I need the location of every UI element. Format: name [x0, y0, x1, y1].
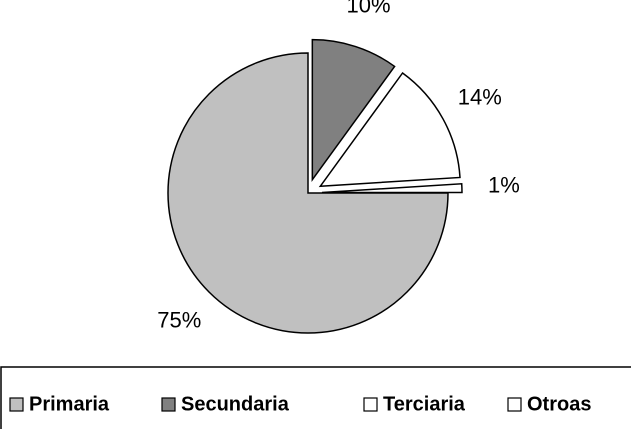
pie-slice	[167, 52, 449, 334]
legend-label: Primaria	[29, 393, 110, 415]
data-label: 1%	[488, 173, 520, 198]
data-label: 14%	[458, 84, 502, 109]
data-label: 10%	[347, 0, 391, 17]
legend-label: Otroas	[527, 393, 591, 415]
data-label: 75%	[157, 308, 201, 333]
legend-swatch	[363, 397, 378, 412]
legend-label: Terciaria	[383, 393, 466, 415]
pie-slice	[311, 38, 396, 182]
pie-slice	[321, 182, 463, 194]
legend-swatch	[161, 397, 176, 412]
legend-swatch	[9, 397, 24, 412]
legend-box	[0, 366, 631, 429]
pie-slice	[318, 71, 461, 188]
legend-label: Secundaria	[181, 393, 290, 415]
legend-swatch	[507, 397, 522, 412]
